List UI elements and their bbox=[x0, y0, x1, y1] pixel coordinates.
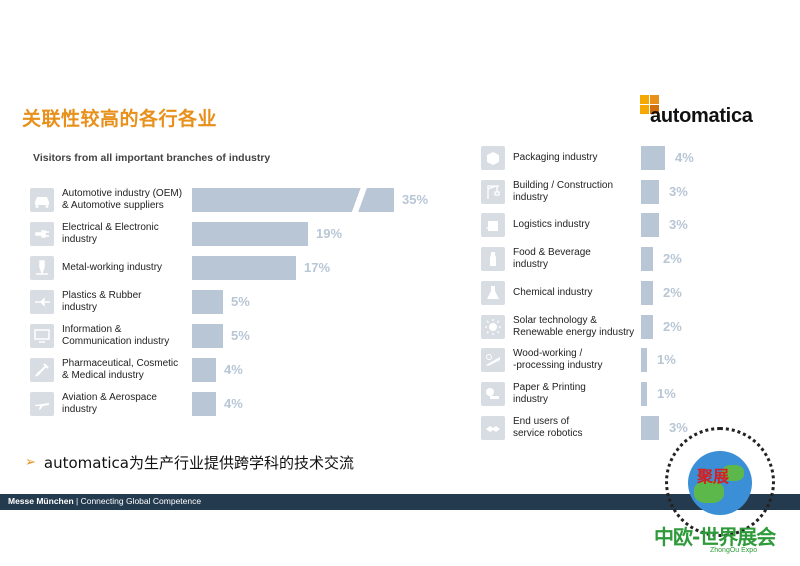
bar bbox=[641, 146, 665, 170]
chart-row: Packaging industry 4% bbox=[481, 144, 800, 172]
category-label: Pharmaceutical, Cosmetic & Medical indust… bbox=[62, 358, 179, 381]
category-label: Food & Beverage industry bbox=[513, 247, 591, 271]
flask-icon bbox=[481, 280, 505, 305]
chart-row: Pharmaceutical, Cosmetic & Medical indust… bbox=[30, 356, 450, 384]
value-label: 4% bbox=[224, 396, 243, 411]
category-label: Paper & Printing industry bbox=[513, 381, 586, 405]
footer-company: Messe München bbox=[8, 496, 74, 506]
syringe-icon bbox=[30, 358, 54, 382]
category-label: Packaging industry bbox=[513, 152, 598, 163]
value-label: 5% bbox=[231, 294, 250, 309]
category-label: Chemical industry bbox=[513, 286, 593, 298]
category-label: Logistics industry bbox=[513, 219, 590, 231]
bar bbox=[641, 179, 659, 204]
paper-roll-icon bbox=[481, 381, 505, 406]
monitor-icon bbox=[30, 324, 54, 348]
value-label: 1% bbox=[657, 385, 676, 401]
chart-row: Chemical industry 2% bbox=[481, 279, 800, 307]
drill-icon bbox=[30, 256, 54, 280]
bullet-point: ➢ automatica为生产行业提供跨学科的技术交流 bbox=[25, 452, 354, 473]
value-label: 2% bbox=[663, 318, 682, 334]
chart-row: Food & Beverage industry 2% bbox=[481, 245, 800, 273]
qr-ring-icon bbox=[665, 427, 775, 537]
category-label: Electrical & Electronic industry bbox=[62, 222, 159, 245]
handshake-icon bbox=[481, 415, 505, 440]
chart-row: Solar technology & Renewable energy indus… bbox=[481, 313, 800, 341]
saw-icon bbox=[481, 348, 505, 373]
bar bbox=[192, 222, 308, 246]
automatica-logo: automatica bbox=[640, 95, 790, 129]
category-label: Aviation & Aerospace industry bbox=[62, 392, 157, 415]
bar bbox=[192, 324, 223, 348]
parcel-icon bbox=[481, 213, 505, 238]
bar bbox=[192, 358, 216, 382]
bottle-icon bbox=[481, 247, 505, 272]
chart-row: Automotive industry (OEM) & Automotive su… bbox=[30, 186, 450, 214]
value-label: 17% bbox=[304, 260, 331, 275]
chart-row: Aviation & Aerospace industry 4% bbox=[30, 390, 450, 418]
watermark-tag: 聚展 bbox=[697, 467, 730, 486]
bar bbox=[641, 348, 647, 373]
chart-row: Metal-working industry 17% bbox=[30, 254, 450, 282]
category-label: Metal-working industry bbox=[62, 262, 163, 273]
nozzle-icon bbox=[30, 290, 54, 314]
arrow-bullet-icon: ➢ bbox=[25, 455, 36, 470]
category-label: Solar technology & Renewable energy indus… bbox=[513, 314, 635, 338]
value-label: 5% bbox=[231, 328, 250, 343]
category-label: Wood-working / -processing industry bbox=[513, 348, 603, 372]
value-label: 19% bbox=[316, 226, 343, 241]
expo-watermark: 聚展 中欧-世界展会 ZhongOu Expo bbox=[650, 425, 800, 566]
box-icon bbox=[481, 146, 505, 170]
bar bbox=[641, 415, 659, 440]
bar bbox=[192, 188, 394, 212]
category-label: Information & Communication industry bbox=[62, 324, 170, 347]
watermark-sub: ZhongOu Expo bbox=[710, 547, 758, 554]
bar bbox=[641, 314, 653, 339]
globe-icon bbox=[688, 451, 752, 515]
bar bbox=[192, 392, 216, 416]
value-label: 4% bbox=[224, 362, 243, 377]
logo-mark-icon bbox=[640, 95, 660, 115]
chart-row: Paper & Printing industry 1% bbox=[481, 380, 800, 408]
value-label: 2% bbox=[663, 284, 682, 300]
bar bbox=[192, 290, 223, 314]
chart-row: Building / Construction industry 3% bbox=[481, 178, 800, 206]
footer-text: Messe München | Connecting Global Compet… bbox=[8, 496, 202, 506]
chart-row: Plastics & Rubber industry 5% bbox=[30, 288, 450, 316]
category-label: Plastics & Rubber industry bbox=[62, 290, 142, 313]
page-title: 关联性较高的各行各业 bbox=[22, 108, 218, 130]
value-label: 35% bbox=[402, 192, 429, 207]
sun-icon bbox=[481, 314, 505, 339]
chart-title: Visitors from all important branches of … bbox=[33, 152, 271, 164]
value-label: 4% bbox=[675, 150, 694, 165]
car-icon bbox=[30, 188, 54, 212]
bar bbox=[641, 280, 653, 305]
value-label: 3% bbox=[669, 183, 688, 199]
value-label: 3% bbox=[669, 217, 688, 233]
bar bbox=[192, 256, 296, 280]
value-label: 3% bbox=[669, 419, 688, 435]
chart-row: Electrical & Electronic industry 19% bbox=[30, 220, 450, 248]
footer-tagline: Connecting Global Competence bbox=[80, 496, 202, 506]
category-label: Building / Construction industry bbox=[513, 179, 614, 203]
category-label: Automotive industry (OEM) & Automotive su… bbox=[62, 188, 183, 211]
chart-row: Logistics industry 3% bbox=[481, 211, 800, 239]
value-label: 2% bbox=[663, 251, 682, 267]
value-label: 1% bbox=[657, 352, 676, 368]
airplane-icon bbox=[30, 392, 54, 416]
crane-icon bbox=[481, 179, 505, 204]
bar bbox=[641, 247, 653, 272]
plug-icon bbox=[30, 222, 54, 246]
category-label: End users of service robotics bbox=[513, 415, 583, 439]
watermark-name: 中欧-世界展会 bbox=[654, 525, 776, 549]
chart-row: End users of service robotics 3% bbox=[481, 414, 800, 442]
bullet-text: automatica为生产行业提供跨学科的技术交流 bbox=[43, 454, 354, 472]
bar bbox=[641, 381, 647, 406]
logo-text: automatica bbox=[650, 105, 753, 127]
footer-bar: Messe München | Connecting Global Compet… bbox=[0, 494, 800, 510]
chart-row: Information & Communication industry 5% bbox=[30, 322, 450, 350]
bar bbox=[641, 213, 659, 238]
chart-row: Wood-working / -processing industry 1% bbox=[481, 346, 800, 374]
